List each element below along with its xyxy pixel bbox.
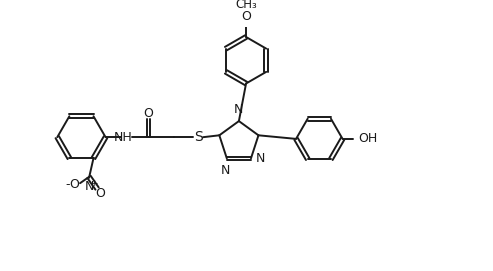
Text: O: O (69, 179, 79, 191)
Text: OH: OH (359, 133, 378, 145)
Text: S: S (194, 130, 203, 144)
Text: N: N (233, 103, 243, 116)
Text: O: O (143, 107, 153, 120)
Text: N: N (255, 152, 265, 165)
Text: O: O (95, 188, 105, 200)
Text: N: N (84, 180, 94, 193)
Text: N: N (220, 164, 230, 177)
Text: CH₃: CH₃ (235, 0, 257, 11)
Text: O: O (241, 10, 251, 23)
Text: NH: NH (114, 131, 133, 144)
Text: +: + (90, 179, 97, 188)
Text: -: - (66, 179, 70, 191)
